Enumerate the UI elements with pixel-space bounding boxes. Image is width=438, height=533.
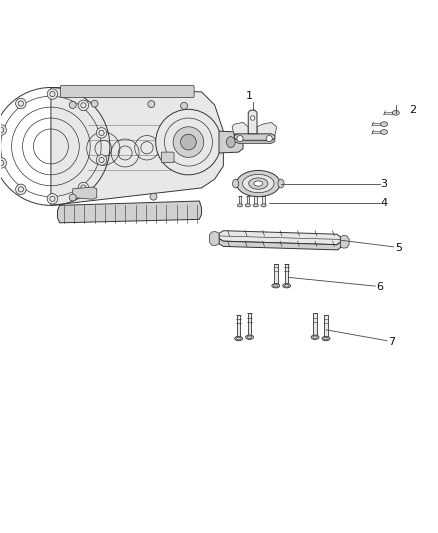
Polygon shape <box>232 123 248 135</box>
Bar <box>262 196 265 205</box>
Polygon shape <box>248 110 257 134</box>
Circle shape <box>78 100 88 110</box>
Ellipse shape <box>261 204 266 207</box>
Circle shape <box>96 127 107 138</box>
Polygon shape <box>219 239 341 250</box>
Text: 5: 5 <box>395 243 402 253</box>
Ellipse shape <box>233 179 239 188</box>
Ellipse shape <box>283 284 290 288</box>
Circle shape <box>237 135 243 142</box>
Polygon shape <box>219 131 243 153</box>
Polygon shape <box>219 231 340 245</box>
Bar <box>247 196 249 205</box>
Ellipse shape <box>245 204 251 207</box>
Ellipse shape <box>322 336 330 341</box>
Ellipse shape <box>392 110 399 115</box>
Circle shape <box>180 134 196 150</box>
Ellipse shape <box>251 116 255 120</box>
Ellipse shape <box>237 204 243 207</box>
Ellipse shape <box>311 335 319 340</box>
Ellipse shape <box>237 171 280 197</box>
Bar <box>285 264 288 286</box>
Polygon shape <box>209 231 219 246</box>
Bar <box>237 314 240 338</box>
Circle shape <box>47 193 58 204</box>
Ellipse shape <box>272 284 280 288</box>
Polygon shape <box>57 201 201 223</box>
Circle shape <box>69 194 76 201</box>
Bar <box>239 196 241 205</box>
Text: 7: 7 <box>388 337 395 346</box>
Bar <box>324 314 328 338</box>
Circle shape <box>16 98 26 109</box>
Ellipse shape <box>249 178 268 189</box>
Ellipse shape <box>278 179 284 188</box>
Circle shape <box>266 135 272 142</box>
Ellipse shape <box>246 335 254 340</box>
Polygon shape <box>51 87 223 205</box>
Ellipse shape <box>226 136 235 148</box>
Bar <box>313 313 317 337</box>
Text: 2: 2 <box>409 105 416 115</box>
Text: 1: 1 <box>246 91 253 101</box>
Ellipse shape <box>235 336 243 341</box>
FancyBboxPatch shape <box>60 85 194 98</box>
Circle shape <box>47 89 58 99</box>
Ellipse shape <box>381 122 388 126</box>
Circle shape <box>148 101 155 108</box>
Circle shape <box>155 109 221 175</box>
Circle shape <box>91 100 98 107</box>
Polygon shape <box>340 236 349 248</box>
Circle shape <box>180 102 187 109</box>
Circle shape <box>96 155 107 165</box>
Text: 3: 3 <box>381 179 388 189</box>
FancyBboxPatch shape <box>161 152 174 163</box>
Circle shape <box>173 127 204 157</box>
Bar <box>274 264 278 286</box>
Circle shape <box>0 158 7 168</box>
Text: 4: 4 <box>381 198 388 208</box>
Bar <box>372 131 384 133</box>
Ellipse shape <box>243 174 274 193</box>
Circle shape <box>16 184 26 195</box>
Polygon shape <box>234 139 275 143</box>
Ellipse shape <box>253 204 258 207</box>
Bar <box>372 123 384 125</box>
Text: 6: 6 <box>376 282 383 292</box>
Polygon shape <box>257 123 277 135</box>
Polygon shape <box>234 134 275 140</box>
Circle shape <box>0 125 7 135</box>
Ellipse shape <box>381 130 388 134</box>
Bar <box>248 313 251 337</box>
Circle shape <box>150 193 157 200</box>
Bar <box>254 196 257 205</box>
Circle shape <box>69 101 76 108</box>
Polygon shape <box>73 187 97 199</box>
Circle shape <box>78 182 88 193</box>
Ellipse shape <box>254 181 263 186</box>
Bar <box>384 111 396 114</box>
